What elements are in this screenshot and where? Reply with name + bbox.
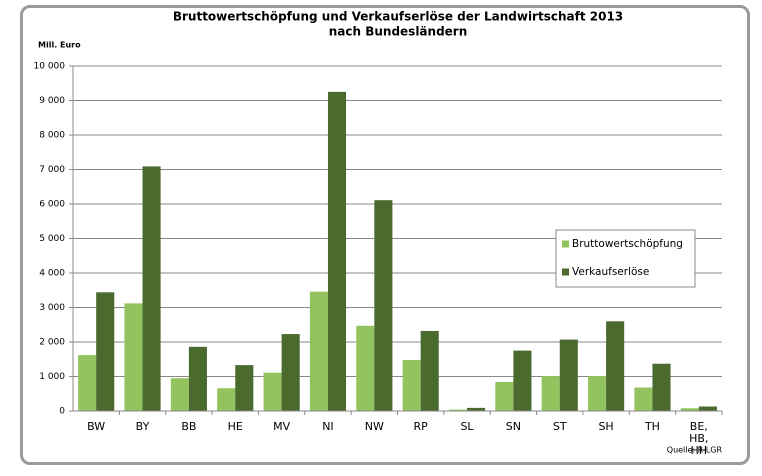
- x-tick-label: BY: [135, 420, 150, 433]
- bar: [263, 372, 282, 411]
- bar: [495, 382, 514, 411]
- bar: [142, 166, 161, 411]
- x-tick-label: BB: [181, 420, 197, 433]
- bar: [235, 365, 254, 411]
- bar: [402, 359, 421, 411]
- y-tick-label: 0: [59, 407, 65, 417]
- bar: [606, 321, 625, 411]
- y-tick-label: 2 000: [39, 338, 65, 348]
- x-tick-label: ST: [552, 420, 567, 433]
- y-tick-label: 4 000: [39, 269, 65, 279]
- legend-swatch: [562, 240, 569, 248]
- x-tick-label: SH: [598, 420, 614, 433]
- bar: [652, 363, 671, 411]
- y-tick-label: 3 000: [39, 303, 65, 313]
- y-tick-label: 7 000: [39, 165, 65, 175]
- bar: [448, 409, 468, 411]
- bar: [309, 291, 328, 411]
- bar: [698, 406, 717, 411]
- legend-box: [555, 229, 696, 288]
- x-tick-label: TH: [644, 420, 660, 433]
- legend-label: Bruttowertschöpfung: [572, 238, 683, 250]
- x-tick-label: BE, HB, HH: [689, 420, 709, 457]
- x-tick-label: NW: [364, 420, 384, 433]
- x-tick-label: HE: [227, 420, 243, 433]
- bar: [559, 339, 578, 411]
- bar: [78, 355, 97, 411]
- x-tick-label: MV: [273, 420, 291, 433]
- y-tick-label: 5 000: [39, 234, 65, 244]
- y-tick-label: 6 000: [39, 200, 65, 210]
- y-tick-label: 1 000: [39, 372, 65, 382]
- x-tick-label: SL: [460, 420, 474, 433]
- y-tick-label: 10 000: [34, 62, 66, 72]
- bar: [513, 350, 532, 411]
- source-note: Quelle: R-LGR: [667, 446, 723, 455]
- bar: [374, 200, 393, 411]
- bar: [356, 325, 375, 411]
- bar: [281, 334, 300, 411]
- legend-swatch: [562, 268, 569, 276]
- bar: [467, 407, 486, 411]
- bar: [680, 408, 699, 411]
- y-tick-label: 8 000: [39, 131, 65, 141]
- y-tick-label: 9 000: [39, 96, 65, 106]
- bar: [420, 330, 439, 411]
- legend-label: Verkaufserlöse: [572, 266, 649, 278]
- chart-subtitle: nach Bundesländern: [329, 25, 468, 39]
- bar: [541, 376, 560, 411]
- bar: [170, 378, 189, 411]
- y-axis-label: Mill. Euro: [38, 41, 81, 50]
- x-tick-label: RP: [413, 420, 428, 433]
- bar: [124, 303, 143, 411]
- bar: [588, 376, 607, 411]
- bar: [188, 346, 207, 411]
- bar: [327, 91, 347, 411]
- bar: [96, 292, 115, 411]
- chart-frame: [20, 5, 750, 465]
- x-tick-label: NI: [322, 420, 334, 433]
- chart-title: Bruttowertschöpfung und Verkaufserlöse d…: [173, 10, 623, 24]
- bar: [634, 387, 653, 411]
- x-tick-label: BW: [87, 420, 106, 433]
- x-tick-label: SN: [505, 420, 521, 433]
- bar: [217, 388, 236, 411]
